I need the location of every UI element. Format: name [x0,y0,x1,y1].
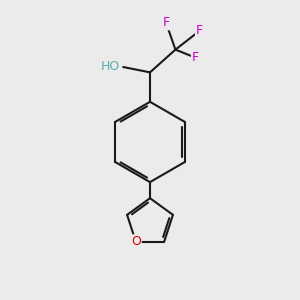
Text: F: F [196,24,203,38]
Text: F: F [192,51,199,64]
Text: HO: HO [101,60,120,73]
Text: F: F [163,16,170,29]
Text: O: O [131,235,141,248]
